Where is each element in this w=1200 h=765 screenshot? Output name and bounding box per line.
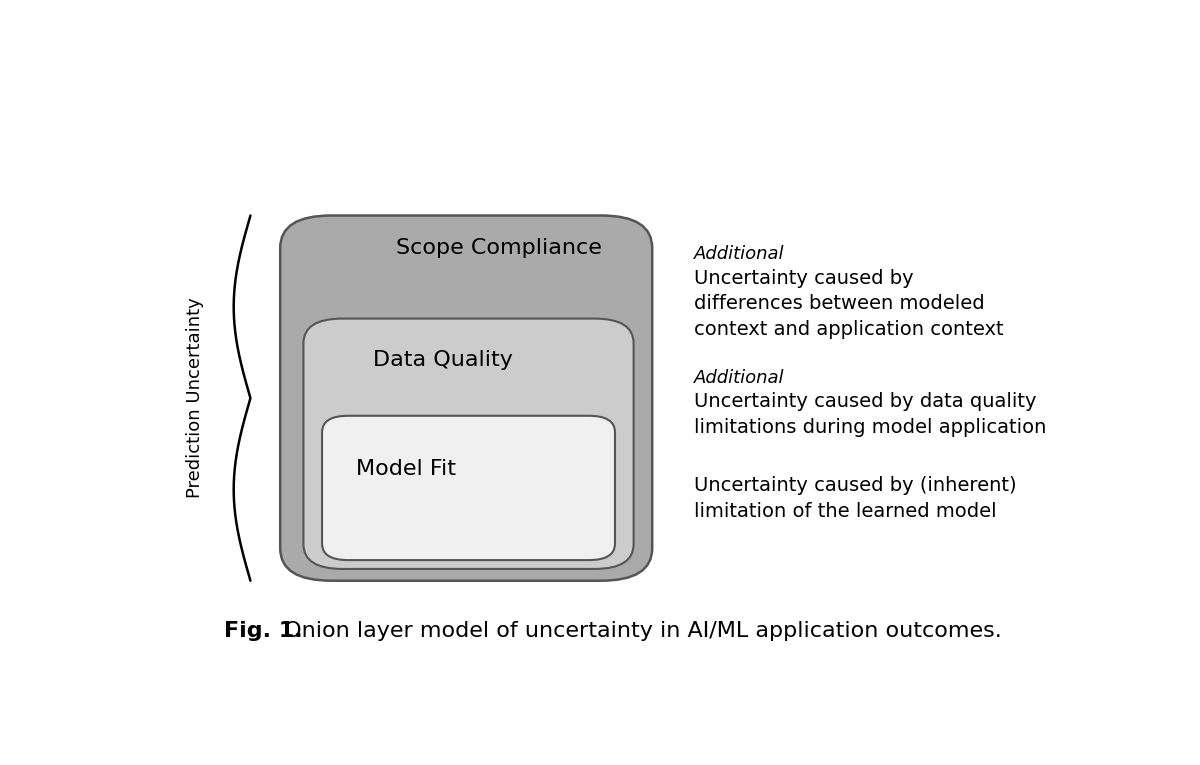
Text: Onion layer model of uncertainty in AI/ML application outcomes.: Onion layer model of uncertainty in AI/M…	[277, 620, 1002, 641]
Text: Additional: Additional	[694, 369, 785, 386]
FancyBboxPatch shape	[304, 318, 634, 569]
Text: Data Quality: Data Quality	[373, 350, 514, 369]
Text: Uncertainty caused by
differences between modeled
context and application contex: Uncertainty caused by differences betwee…	[694, 269, 1003, 339]
Text: Additional: Additional	[694, 245, 785, 263]
Text: Uncertainty caused by data quality
limitations during model application: Uncertainty caused by data quality limit…	[694, 392, 1046, 437]
Text: Fig. 1.: Fig. 1.	[224, 620, 304, 641]
FancyBboxPatch shape	[322, 416, 616, 560]
Text: Prediction Uncertainty: Prediction Uncertainty	[186, 298, 204, 499]
Text: Uncertainty caused by (inherent)
limitation of the learned model: Uncertainty caused by (inherent) limitat…	[694, 476, 1016, 521]
FancyBboxPatch shape	[281, 216, 653, 581]
Text: Model Fit: Model Fit	[356, 459, 456, 479]
Text: Scope Compliance: Scope Compliance	[396, 238, 602, 258]
